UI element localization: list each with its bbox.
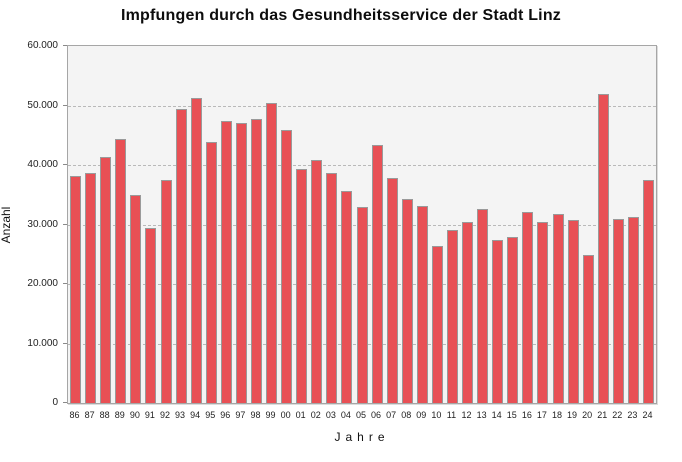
x-tick-label-86: 86 bbox=[69, 410, 80, 420]
x-tick-label-96: 96 bbox=[220, 410, 231, 420]
bar-86 bbox=[70, 176, 82, 403]
x-tick-label-93: 93 bbox=[175, 410, 186, 420]
bar-91 bbox=[145, 228, 157, 403]
bar-20 bbox=[582, 255, 594, 403]
bar-98 bbox=[250, 118, 262, 403]
y-tick-label-20000: 20.000 bbox=[27, 278, 58, 289]
bar-14 bbox=[492, 239, 504, 403]
bar-16 bbox=[522, 212, 534, 403]
gridline-50000 bbox=[68, 105, 656, 107]
x-tick-label-95: 95 bbox=[205, 410, 216, 420]
x-tick-label-01: 01 bbox=[295, 410, 306, 420]
x-tick-label-21: 21 bbox=[597, 410, 608, 420]
y-tick-label-10000: 10.000 bbox=[27, 337, 58, 349]
x-tick-label-99: 99 bbox=[265, 410, 276, 420]
bar-24 bbox=[642, 180, 654, 403]
y-tick-label-30000: 30.000 bbox=[27, 218, 58, 230]
bar-02 bbox=[311, 159, 323, 403]
x-tick-label-19: 19 bbox=[567, 410, 578, 420]
bar-06 bbox=[371, 144, 383, 403]
x-tick-label-97: 97 bbox=[235, 410, 246, 420]
bar-12 bbox=[462, 222, 474, 403]
x-tick-label-91: 91 bbox=[144, 410, 155, 420]
x-tick-label-87: 87 bbox=[84, 410, 95, 420]
x-axis-title: Jahre bbox=[334, 430, 390, 444]
x-tick-label-20: 20 bbox=[582, 410, 593, 420]
y-tick-label-60000: 60.000 bbox=[27, 40, 58, 51]
x-tick-label-15: 15 bbox=[506, 410, 517, 420]
y-tick-mark-30000 bbox=[63, 223, 67, 225]
y-tick-label-40000: 40.000 bbox=[27, 159, 58, 170]
x-tick-label-13: 13 bbox=[476, 410, 487, 420]
x-tick-label-22: 22 bbox=[612, 410, 623, 420]
bar-88 bbox=[100, 157, 112, 403]
x-tick-label-05: 05 bbox=[355, 410, 366, 420]
bar-05 bbox=[356, 207, 368, 403]
x-tick-label-92: 92 bbox=[159, 410, 170, 420]
x-tick-label-03: 03 bbox=[325, 410, 336, 420]
bar-97 bbox=[235, 123, 247, 403]
bar-87 bbox=[85, 173, 97, 403]
x-tick-label-08: 08 bbox=[401, 410, 412, 420]
y-tick-label-50000: 50.000 bbox=[27, 99, 58, 111]
bar-19 bbox=[567, 219, 579, 403]
bar-10 bbox=[431, 245, 443, 403]
x-tick-label-89: 89 bbox=[114, 410, 125, 420]
bar-90 bbox=[130, 194, 142, 403]
plot-area bbox=[67, 45, 657, 404]
bar-92 bbox=[160, 179, 172, 403]
chart-title: Impfungen durch das Gesundheitsservice d… bbox=[120, 7, 561, 24]
x-tick-label-24: 24 bbox=[642, 410, 653, 420]
x-tick-label-10: 10 bbox=[431, 410, 442, 420]
x-tick-label-90: 90 bbox=[129, 410, 140, 420]
bar-21 bbox=[597, 94, 609, 403]
x-tick-label-09: 09 bbox=[416, 410, 427, 420]
y-tick-mark-50000 bbox=[63, 104, 67, 106]
x-tick-label-12: 12 bbox=[461, 410, 472, 420]
bar-09 bbox=[416, 206, 428, 403]
x-tick-label-07: 07 bbox=[386, 410, 397, 420]
x-tick-label-00: 00 bbox=[280, 410, 291, 420]
x-tick-label-16: 16 bbox=[521, 410, 532, 420]
x-tick-label-94: 94 bbox=[190, 410, 201, 420]
bar-93 bbox=[175, 109, 187, 403]
x-tick-label-04: 04 bbox=[340, 410, 351, 420]
bar-94 bbox=[190, 98, 202, 403]
bar-13 bbox=[477, 209, 489, 403]
y-tick-mark-40000 bbox=[63, 164, 67, 165]
bar-23 bbox=[627, 217, 639, 403]
bar-08 bbox=[401, 198, 413, 403]
bar-04 bbox=[341, 190, 353, 403]
gridline-40000 bbox=[68, 165, 656, 166]
bar-89 bbox=[115, 138, 127, 403]
x-tick-label-11: 11 bbox=[446, 410, 457, 420]
x-tick-label-23: 23 bbox=[627, 410, 638, 420]
x-tick-label-17: 17 bbox=[536, 410, 547, 420]
bar-96 bbox=[220, 120, 232, 403]
y-tick-mark-10000 bbox=[63, 342, 67, 344]
y-tick-label-0: 0 bbox=[52, 397, 58, 408]
x-tick-label-14: 14 bbox=[491, 410, 502, 420]
bar-07 bbox=[386, 178, 398, 403]
x-tick-label-06: 06 bbox=[371, 410, 382, 420]
x-tick-label-02: 02 bbox=[310, 410, 321, 420]
bar-15 bbox=[507, 237, 519, 403]
bar-22 bbox=[612, 219, 624, 403]
bar-17 bbox=[537, 221, 549, 403]
x-tick-label-98: 98 bbox=[250, 410, 261, 420]
bar-01 bbox=[296, 168, 308, 403]
bar-00 bbox=[281, 129, 293, 403]
x-tick-label-18: 18 bbox=[551, 410, 562, 420]
bar-95 bbox=[205, 141, 217, 403]
bar-99 bbox=[266, 102, 278, 403]
bar-03 bbox=[326, 173, 338, 403]
y-tick-mark-0 bbox=[63, 402, 67, 403]
bar-11 bbox=[446, 230, 458, 403]
x-tick-label-88: 88 bbox=[99, 410, 110, 420]
y-tick-mark-20000 bbox=[63, 283, 67, 284]
y-tick-mark-60000 bbox=[63, 45, 67, 46]
bar-18 bbox=[552, 213, 564, 403]
